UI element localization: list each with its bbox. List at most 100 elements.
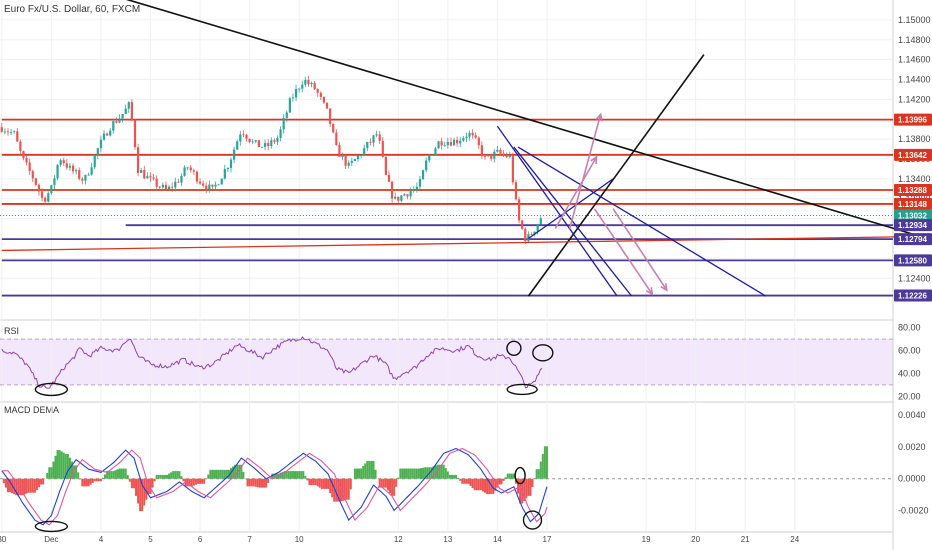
candle-body <box>307 79 310 85</box>
candle-body <box>140 170 143 173</box>
candle-body <box>276 138 279 142</box>
macd-histogram-bar <box>101 477 104 479</box>
macd-histogram-bar <box>430 467 433 479</box>
price-tag-support <box>894 254 932 267</box>
annotation-ellipse <box>506 383 538 396</box>
macd-histogram-bar <box>333 478 336 502</box>
price-tag-support <box>894 233 932 246</box>
price-tag-resistance <box>894 184 932 197</box>
candle-body <box>353 159 357 161</box>
candle-body <box>102 133 106 140</box>
macd-histogram-bar <box>42 478 45 485</box>
candle-body <box>294 88 298 98</box>
macd-histogram-bar <box>341 478 344 501</box>
macd-histogram-bar <box>85 478 88 487</box>
candle-body <box>514 182 518 200</box>
candle-body <box>415 186 418 190</box>
candle-body <box>387 174 391 182</box>
macd-histogram-bar <box>539 461 542 479</box>
candle-body <box>480 145 484 157</box>
macd-histogram-bar <box>314 478 317 486</box>
annotation-ellipse <box>532 344 554 362</box>
macd-histogram-bar <box>232 466 235 479</box>
candle-body <box>313 82 316 90</box>
candle-body <box>248 138 251 143</box>
macd-histogram-bar <box>422 467 425 479</box>
macd-histogram-bar <box>306 478 309 481</box>
macd-histogram-bar <box>397 477 400 479</box>
macd-histogram-bar <box>453 474 456 479</box>
price-tag-support <box>894 219 932 232</box>
rsi-axis-tick-label: 80.00 <box>898 323 921 333</box>
macd-histogram-bar <box>419 468 422 479</box>
macd-histogram-bar <box>93 478 96 482</box>
macd-histogram-bar <box>99 478 102 482</box>
macd-histogram-bar <box>545 446 548 479</box>
candle-body <box>452 139 456 146</box>
macd-histogram-bar <box>219 469 222 479</box>
macd-histogram-bar <box>490 478 493 494</box>
macd-histogram-bar <box>203 478 206 484</box>
macd-histogram-bar <box>318 478 321 488</box>
candle-body <box>31 171 34 179</box>
candle-body <box>539 218 542 225</box>
macd-histogram-bar <box>201 478 204 484</box>
candle-body <box>381 140 384 157</box>
candle-body <box>62 160 65 164</box>
candle-body <box>106 133 109 136</box>
candle-body <box>517 199 521 221</box>
price-tag-resistance <box>894 113 932 126</box>
macd-histogram-bar <box>277 473 280 479</box>
candle-body <box>71 165 75 172</box>
candle-body <box>363 148 366 156</box>
macd-histogram-bar <box>75 465 78 479</box>
candle-body <box>220 178 223 185</box>
macd-histogram-bar <box>56 450 59 479</box>
annotation-ellipse <box>514 466 526 485</box>
macd-histogram-bar <box>273 473 276 479</box>
candle-body <box>533 231 536 235</box>
macd-histogram-bar <box>494 478 497 491</box>
annotation-ellipse <box>34 520 69 533</box>
candle-body <box>437 141 440 149</box>
candle-body <box>65 163 68 168</box>
candle-body <box>34 178 37 185</box>
candle-body <box>298 88 301 90</box>
candle-body <box>496 149 499 152</box>
x-axis-tick-label: 10 <box>295 535 304 544</box>
macd-histogram-bar <box>172 471 175 479</box>
macd-axis-tick-label: 0.0000 <box>898 474 926 484</box>
macd-histogram-bar <box>502 478 505 481</box>
macd-histogram-bar <box>434 465 437 479</box>
candle-body <box>421 170 425 180</box>
macd-histogram-bar <box>296 471 299 479</box>
macd-histogram-bar <box>252 478 255 487</box>
projection-arrow-shaft <box>568 114 602 229</box>
macd-histogram-bar <box>161 474 164 479</box>
macd-histogram-bar <box>58 450 61 479</box>
macd-histogram-bar <box>331 478 334 498</box>
macd-histogram-bar <box>149 478 152 494</box>
macd-histogram-bar <box>64 453 67 479</box>
macd-histogram-bar <box>139 478 142 512</box>
candle-body <box>239 134 242 142</box>
price-axis-tick-label: 1.13800 <box>898 134 931 144</box>
candle-body <box>78 170 81 179</box>
macd-histogram-bar <box>141 478 144 512</box>
macd-histogram-bar <box>281 471 284 479</box>
macd-histogram-bar <box>370 460 373 479</box>
candle-body <box>198 181 202 184</box>
macd-histogram-bar <box>260 478 263 488</box>
candle-body <box>6 131 10 133</box>
macd-histogram-bar <box>66 453 69 479</box>
macd-histogram-bar <box>9 478 12 493</box>
candle-body <box>372 135 375 143</box>
drawing-channel-line <box>513 146 633 297</box>
candle-body <box>465 136 468 139</box>
macd-histogram-bar <box>446 471 449 479</box>
candle-body <box>527 234 530 242</box>
candle-body <box>96 148 99 155</box>
macd-histogram-bar <box>517 478 520 494</box>
candle-body <box>462 138 465 141</box>
